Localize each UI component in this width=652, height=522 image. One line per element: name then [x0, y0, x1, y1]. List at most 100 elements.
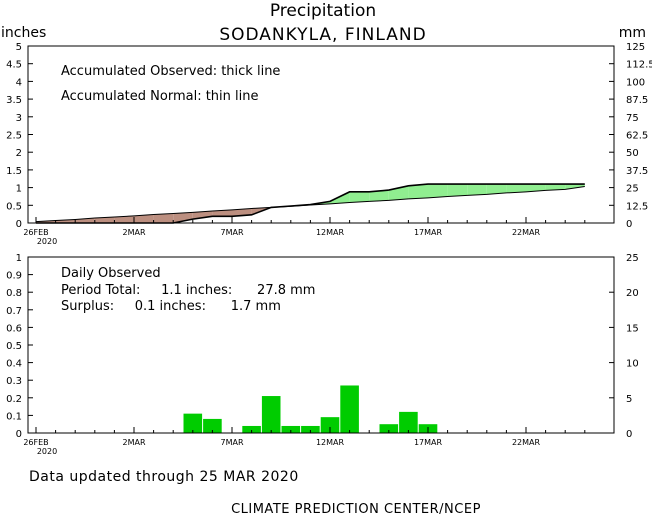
daily-ytick-label-right: 20 [626, 288, 639, 299]
accumulated-diff-fill [545, 184, 566, 191]
accumulated-xtick-label: 26FEB [23, 228, 48, 237]
daily-precip-bar [399, 411, 418, 433]
accumulated-ytick-label-left: 2.5 [6, 131, 22, 142]
daily-ytick-label-left: 0.6 [6, 323, 22, 334]
chart-title: Precipitation [270, 1, 376, 21]
accumulated-ytick-label-left: 0 [16, 219, 22, 230]
accumulated-ytick-label-left: 5 [16, 42, 22, 53]
accumulated-diff-fill [565, 184, 585, 190]
daily-precip-bar [261, 396, 281, 433]
daily-ytick-label-left: 1 [16, 253, 22, 264]
accumulated-diff-fill [94, 216, 115, 223]
daily-observed-label: Daily Observed [61, 266, 161, 281]
accumulated-axes: 00.511.522.533.544.55012.52537.55062.575… [6, 42, 652, 246]
period-total-label: Period Total: 1.1 inches: 27.8 mm [61, 283, 315, 298]
legend-normal: Accumulated Normal: thin line [61, 89, 259, 104]
accumulated-diff-fill [486, 184, 507, 195]
daily-xtick-label: 12MAR [316, 438, 345, 447]
daily-precip-bar [242, 425, 261, 433]
station-name: SODANKYLA, FINLAND [219, 25, 426, 45]
daily-xtick-label: 17MAR [414, 438, 443, 447]
daily-precip-bar [281, 425, 301, 433]
daily-xtick-label: 7MAR [220, 438, 243, 447]
accumulated-xtick-label: 7MAR [220, 228, 243, 237]
accumulated-ytick-label-left: 0.5 [6, 201, 22, 212]
accumulated-ytick-label-right: 62.5 [626, 131, 648, 142]
daily-precip-bar [301, 425, 320, 433]
daily-ytick-label-left: 0.3 [6, 376, 22, 387]
accumulated-diff-fill [506, 184, 526, 193]
daily-ytick-label-left: 0.8 [6, 288, 22, 299]
accumulated-ytick-label-left: 1 [16, 184, 22, 195]
accumulated-ytick-label-right: 112.5 [626, 60, 652, 71]
accumulated-ytick-label-right: 12.5 [626, 201, 648, 212]
accumulated-diff-fill [192, 210, 213, 220]
daily-xtick-label: 22MAR [512, 438, 541, 447]
daily-xtick-label: 2MAR [122, 438, 145, 447]
accumulated-ytick-label-right: 75 [626, 113, 639, 124]
daily-ytick-label-left: 0.2 [6, 394, 22, 405]
daily-precip-bar [320, 417, 340, 433]
daily-ytick-label-left: 0.9 [6, 271, 22, 282]
daily-precip-bar [183, 413, 203, 433]
daily-ytick-label-left: 0.7 [6, 306, 22, 317]
daily-ytick-label-left: 0.4 [6, 359, 22, 370]
accumulated-panel: 00.511.522.533.544.55012.52537.55062.575… [6, 42, 652, 246]
accumulated-ytick-label-right: 50 [626, 148, 639, 159]
accumulated-diff-fill [134, 214, 154, 223]
daily-ytick-label-right: 15 [626, 323, 639, 334]
accumulated-xtick-label: 22MAR [512, 228, 541, 237]
accumulated-ytick-label-left: 3 [16, 113, 22, 124]
accumulated-xtick-label: 17MAR [414, 228, 443, 237]
daily-precip-bar [340, 385, 359, 433]
accumulated-diff-fill [408, 184, 428, 199]
daily-bars-layer [183, 385, 438, 433]
unit-left-label: inches [1, 25, 46, 41]
accumulated-ytick-label-left: 2 [16, 148, 22, 159]
daily-ytick-label-left: 0.1 [6, 411, 22, 422]
accumulated-diff-fill [369, 190, 389, 202]
accumulated-ytick-label-right: 25 [626, 184, 639, 195]
accumulated-diff-fill [349, 191, 370, 203]
daily-precip-bar [203, 418, 222, 433]
daily-panel: 00.10.20.30.40.50.60.70.80.9105101520252… [6, 253, 639, 456]
daily-ytick-label-right: 0 [626, 429, 632, 440]
accumulated-xtick-label: 2MAR [122, 228, 145, 237]
accumulated-ytick-label-right: 0 [626, 219, 632, 230]
daily-axes: 00.10.20.30.40.50.60.70.80.9105101520252… [6, 253, 639, 456]
accumulated-ytick-label-right: 87.5 [626, 95, 648, 106]
accumulated-xtick-label: 12MAR [316, 228, 345, 237]
surplus-label: Surplus: 0.1 inches: 1.7 mm [61, 299, 281, 314]
credit-label: CLIMATE PREDICTION CENTER/NCEP [231, 502, 481, 517]
accumulated-diff-fill [467, 184, 487, 196]
accumulated-diff-fill [526, 184, 546, 192]
daily-ytick-label-left: 0.5 [6, 341, 22, 352]
accumulated-ytick-label-left: 3.5 [6, 95, 22, 106]
accumulated-fill-layer [36, 184, 585, 223]
daily-ytick-label-right: 10 [626, 359, 639, 370]
accumulated-diff-fill [232, 208, 252, 217]
daily-ytick-label-right: 25 [626, 253, 639, 264]
daily-xtick-label: 26FEB [23, 438, 48, 447]
accumulated-diff-fill [173, 212, 193, 223]
unit-right-label: mm [619, 25, 646, 41]
accumulated-diff-fill [153, 213, 174, 223]
daily-xtick-year-label: 2020 [37, 447, 57, 456]
accumulated-diff-fill [428, 184, 448, 198]
legend-observed: Accumulated Observed: thick line [61, 64, 280, 79]
accumulated-ytick-label-right: 100 [626, 77, 645, 88]
daily-ytick-label-left: 0 [16, 429, 22, 440]
accumulated-diff-fill [447, 184, 468, 197]
accumulated-ytick-label-right: 125 [626, 42, 645, 53]
accumulated-ytick-label-left: 4 [16, 77, 22, 88]
data-updated-label: Data updated through 25 MAR 2020 [29, 469, 299, 485]
accumulated-ytick-label-left: 4.5 [6, 60, 22, 71]
accumulated-xtick-year-label: 2020 [37, 237, 57, 246]
accumulated-ytick-label-left: 1.5 [6, 166, 22, 177]
accumulated-ytick-label-right: 37.5 [626, 166, 648, 177]
daily-precip-bar [379, 424, 399, 433]
daily-ytick-label-right: 5 [626, 394, 632, 405]
accumulated-diff-fill [114, 215, 134, 223]
